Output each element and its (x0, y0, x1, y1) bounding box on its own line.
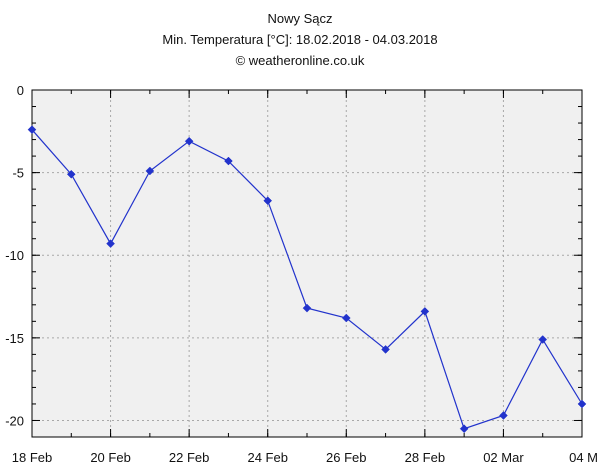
data-point (577, 399, 587, 409)
y-tick-label: 0 (17, 83, 24, 98)
data-point (381, 345, 390, 354)
data-point (459, 424, 469, 434)
data-point (27, 125, 37, 135)
plot-border (31, 89, 583, 438)
data-point (538, 335, 548, 344)
data-point (106, 239, 115, 249)
data-point (263, 196, 273, 206)
x-tick-label: 24 Feb (247, 450, 287, 465)
x-tick-label: 04 M (569, 450, 598, 465)
plot-area (32, 90, 582, 437)
data-point (341, 313, 351, 323)
data-point (184, 136, 194, 146)
chart-title: Nowy Sącz (267, 11, 333, 26)
y-tick-label: -15 (5, 331, 24, 346)
grid-lines (32, 90, 582, 437)
y-tick-label: -20 (5, 413, 24, 428)
x-tick-label: 18 Feb (12, 450, 52, 465)
y-tick-label: -5 (12, 166, 24, 181)
y-tick-labels: 0 -5 -10 -15 -20 (5, 83, 24, 428)
x-tick-label: 22 Feb (169, 450, 209, 465)
x-tick-label: 28 Feb (405, 450, 445, 465)
data-point (420, 307, 430, 316)
y-tick-label: -10 (5, 248, 24, 263)
series-layer (27, 125, 587, 434)
chart-credit: © weatheronline.co.uk (235, 53, 365, 68)
data-point (145, 166, 155, 176)
data-point (224, 156, 233, 166)
data-point (302, 303, 312, 313)
x-tick-labels: 18 Feb 20 Feb 22 Feb 24 Feb 26 Feb 28 Feb 02 M… (12, 450, 598, 465)
x-tick-label: 20 Feb (90, 450, 130, 465)
data-point (499, 411, 508, 420)
x-tick-label: 02 Mar (483, 450, 524, 465)
data-point (66, 169, 76, 179)
x-tick-label: 26 Feb (326, 450, 366, 465)
chart-subtitle: Min. Temperatura [°C]: 18.02.2018 - 04.0… (162, 32, 438, 47)
